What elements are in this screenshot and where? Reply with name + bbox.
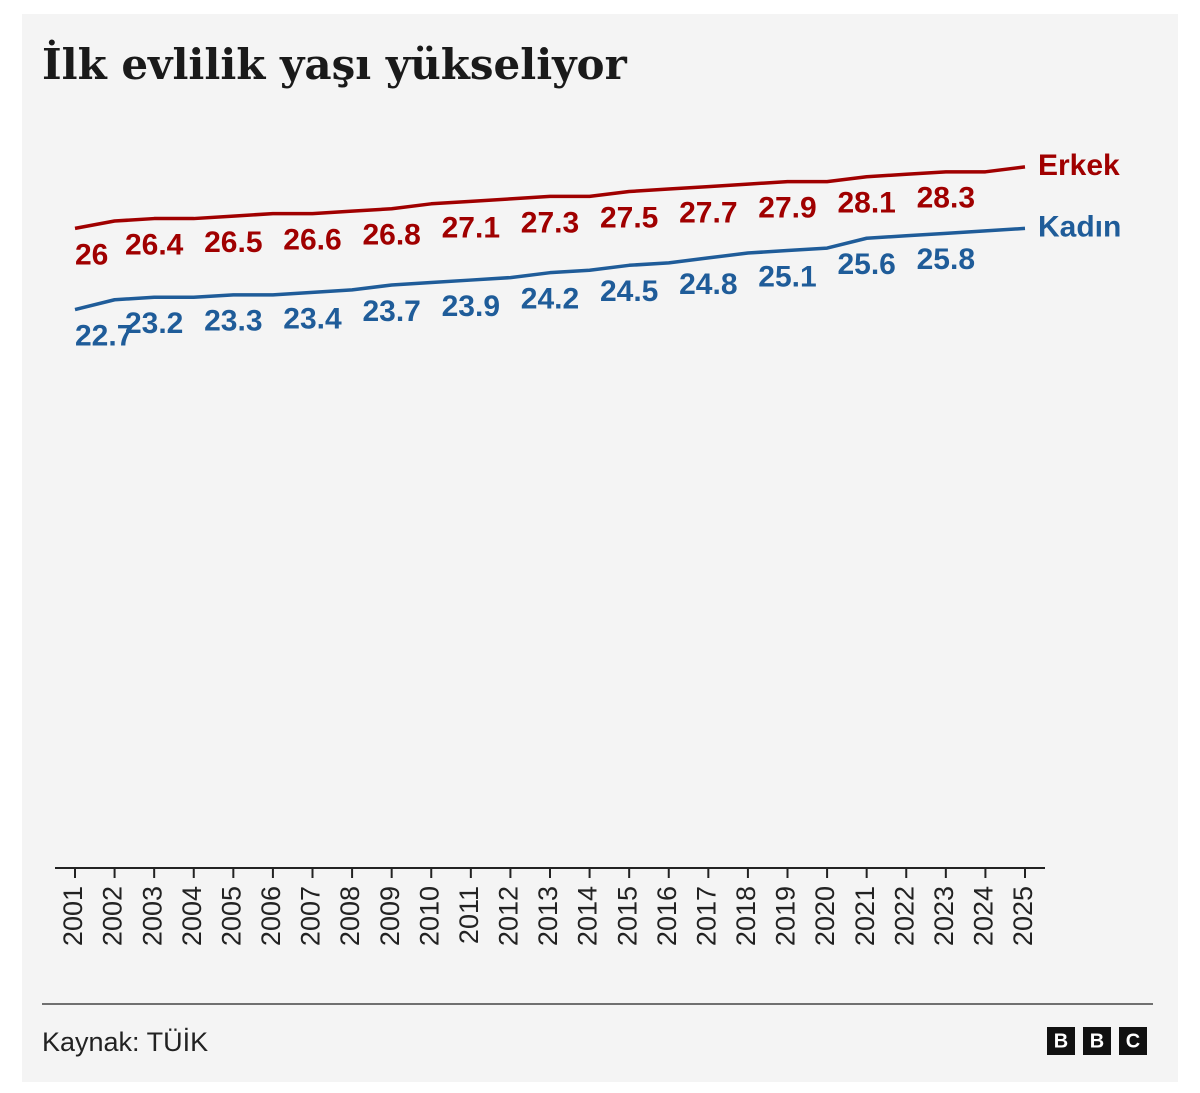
- x-tick-label: 2024: [969, 886, 999, 946]
- data-label: 27.7: [679, 197, 737, 230]
- data-label: 25.6: [837, 248, 895, 281]
- x-tick-label: 2005: [216, 886, 246, 946]
- legend-label: Erkek: [1038, 149, 1120, 182]
- x-tick-label: 2008: [335, 886, 365, 946]
- x-tick-label: 2023: [929, 886, 959, 946]
- data-label: 26.6: [283, 224, 341, 257]
- data-label: 27.5: [600, 201, 658, 234]
- data-label: 26.5: [204, 226, 262, 259]
- x-tick-label: 2004: [177, 886, 207, 946]
- data-label: 22.7: [75, 320, 133, 353]
- data-label: 27.1: [442, 211, 500, 244]
- x-tick-label: 2025: [1008, 886, 1038, 946]
- data-label: 27.9: [758, 192, 816, 225]
- x-tick-label: 2019: [771, 886, 801, 946]
- x-tick-label: 2009: [375, 886, 405, 946]
- logo-letter: B: [1054, 1030, 1068, 1052]
- x-tick-label: 2010: [414, 886, 444, 946]
- source: Kaynak: TÜİK: [42, 1026, 208, 1057]
- panel: [22, 14, 1178, 1082]
- logo-letter: C: [1126, 1030, 1140, 1052]
- x-tick-label: 2017: [691, 886, 721, 946]
- x-tick-label: 2022: [889, 886, 919, 946]
- data-label: 23.7: [362, 295, 420, 328]
- data-label: 27.3: [521, 206, 579, 239]
- x-tick-label: 2006: [256, 886, 286, 946]
- x-tick-label: 2016: [652, 886, 682, 946]
- series-line: [74, 226, 1026, 312]
- data-label: 23.4: [283, 302, 342, 335]
- x-tick-label: 2021: [850, 886, 880, 946]
- x-tick-label: 2002: [98, 886, 128, 946]
- data-label: 23.9: [442, 290, 500, 323]
- data-label: 25.1: [758, 260, 816, 293]
- data-label: 24.5: [600, 275, 658, 308]
- data-label: 23.3: [204, 305, 262, 338]
- data-label: 26: [75, 238, 108, 271]
- x-tick-label: 2018: [731, 886, 761, 946]
- x-tick-label: 2020: [810, 886, 840, 946]
- series-line: [74, 165, 1026, 231]
- legend-label: Kadın: [1038, 210, 1121, 243]
- data-label: 25.8: [917, 243, 975, 276]
- logo-box: [1083, 1027, 1111, 1055]
- data-label: 24.8: [679, 268, 737, 301]
- x-tick-label: 2013: [533, 886, 563, 946]
- logo-box: [1119, 1027, 1147, 1055]
- x-tick-label: 2003: [137, 886, 167, 946]
- x-tick-label: 2011: [454, 886, 484, 944]
- data-label: 26.8: [362, 219, 420, 252]
- logo-letter: B: [1090, 1030, 1104, 1052]
- data-label: 28.1: [837, 187, 895, 220]
- logo-box: [1047, 1027, 1075, 1055]
- data-label: 26.4: [125, 228, 184, 261]
- x-tick-label: 2007: [296, 886, 326, 946]
- x-tick-label: 2014: [573, 886, 603, 946]
- x-tick-label: 2015: [612, 886, 642, 946]
- chart-title: İlk evlilik yaşı yükseliyor: [42, 38, 628, 89]
- data-label: 24.2: [521, 283, 579, 316]
- data-label: 28.3: [917, 182, 975, 215]
- x-tick-label: 2001: [58, 886, 88, 946]
- x-tick-label: 2012: [494, 886, 524, 946]
- logo: B B C: [1047, 1027, 1147, 1055]
- data-label: 23.2: [125, 307, 183, 340]
